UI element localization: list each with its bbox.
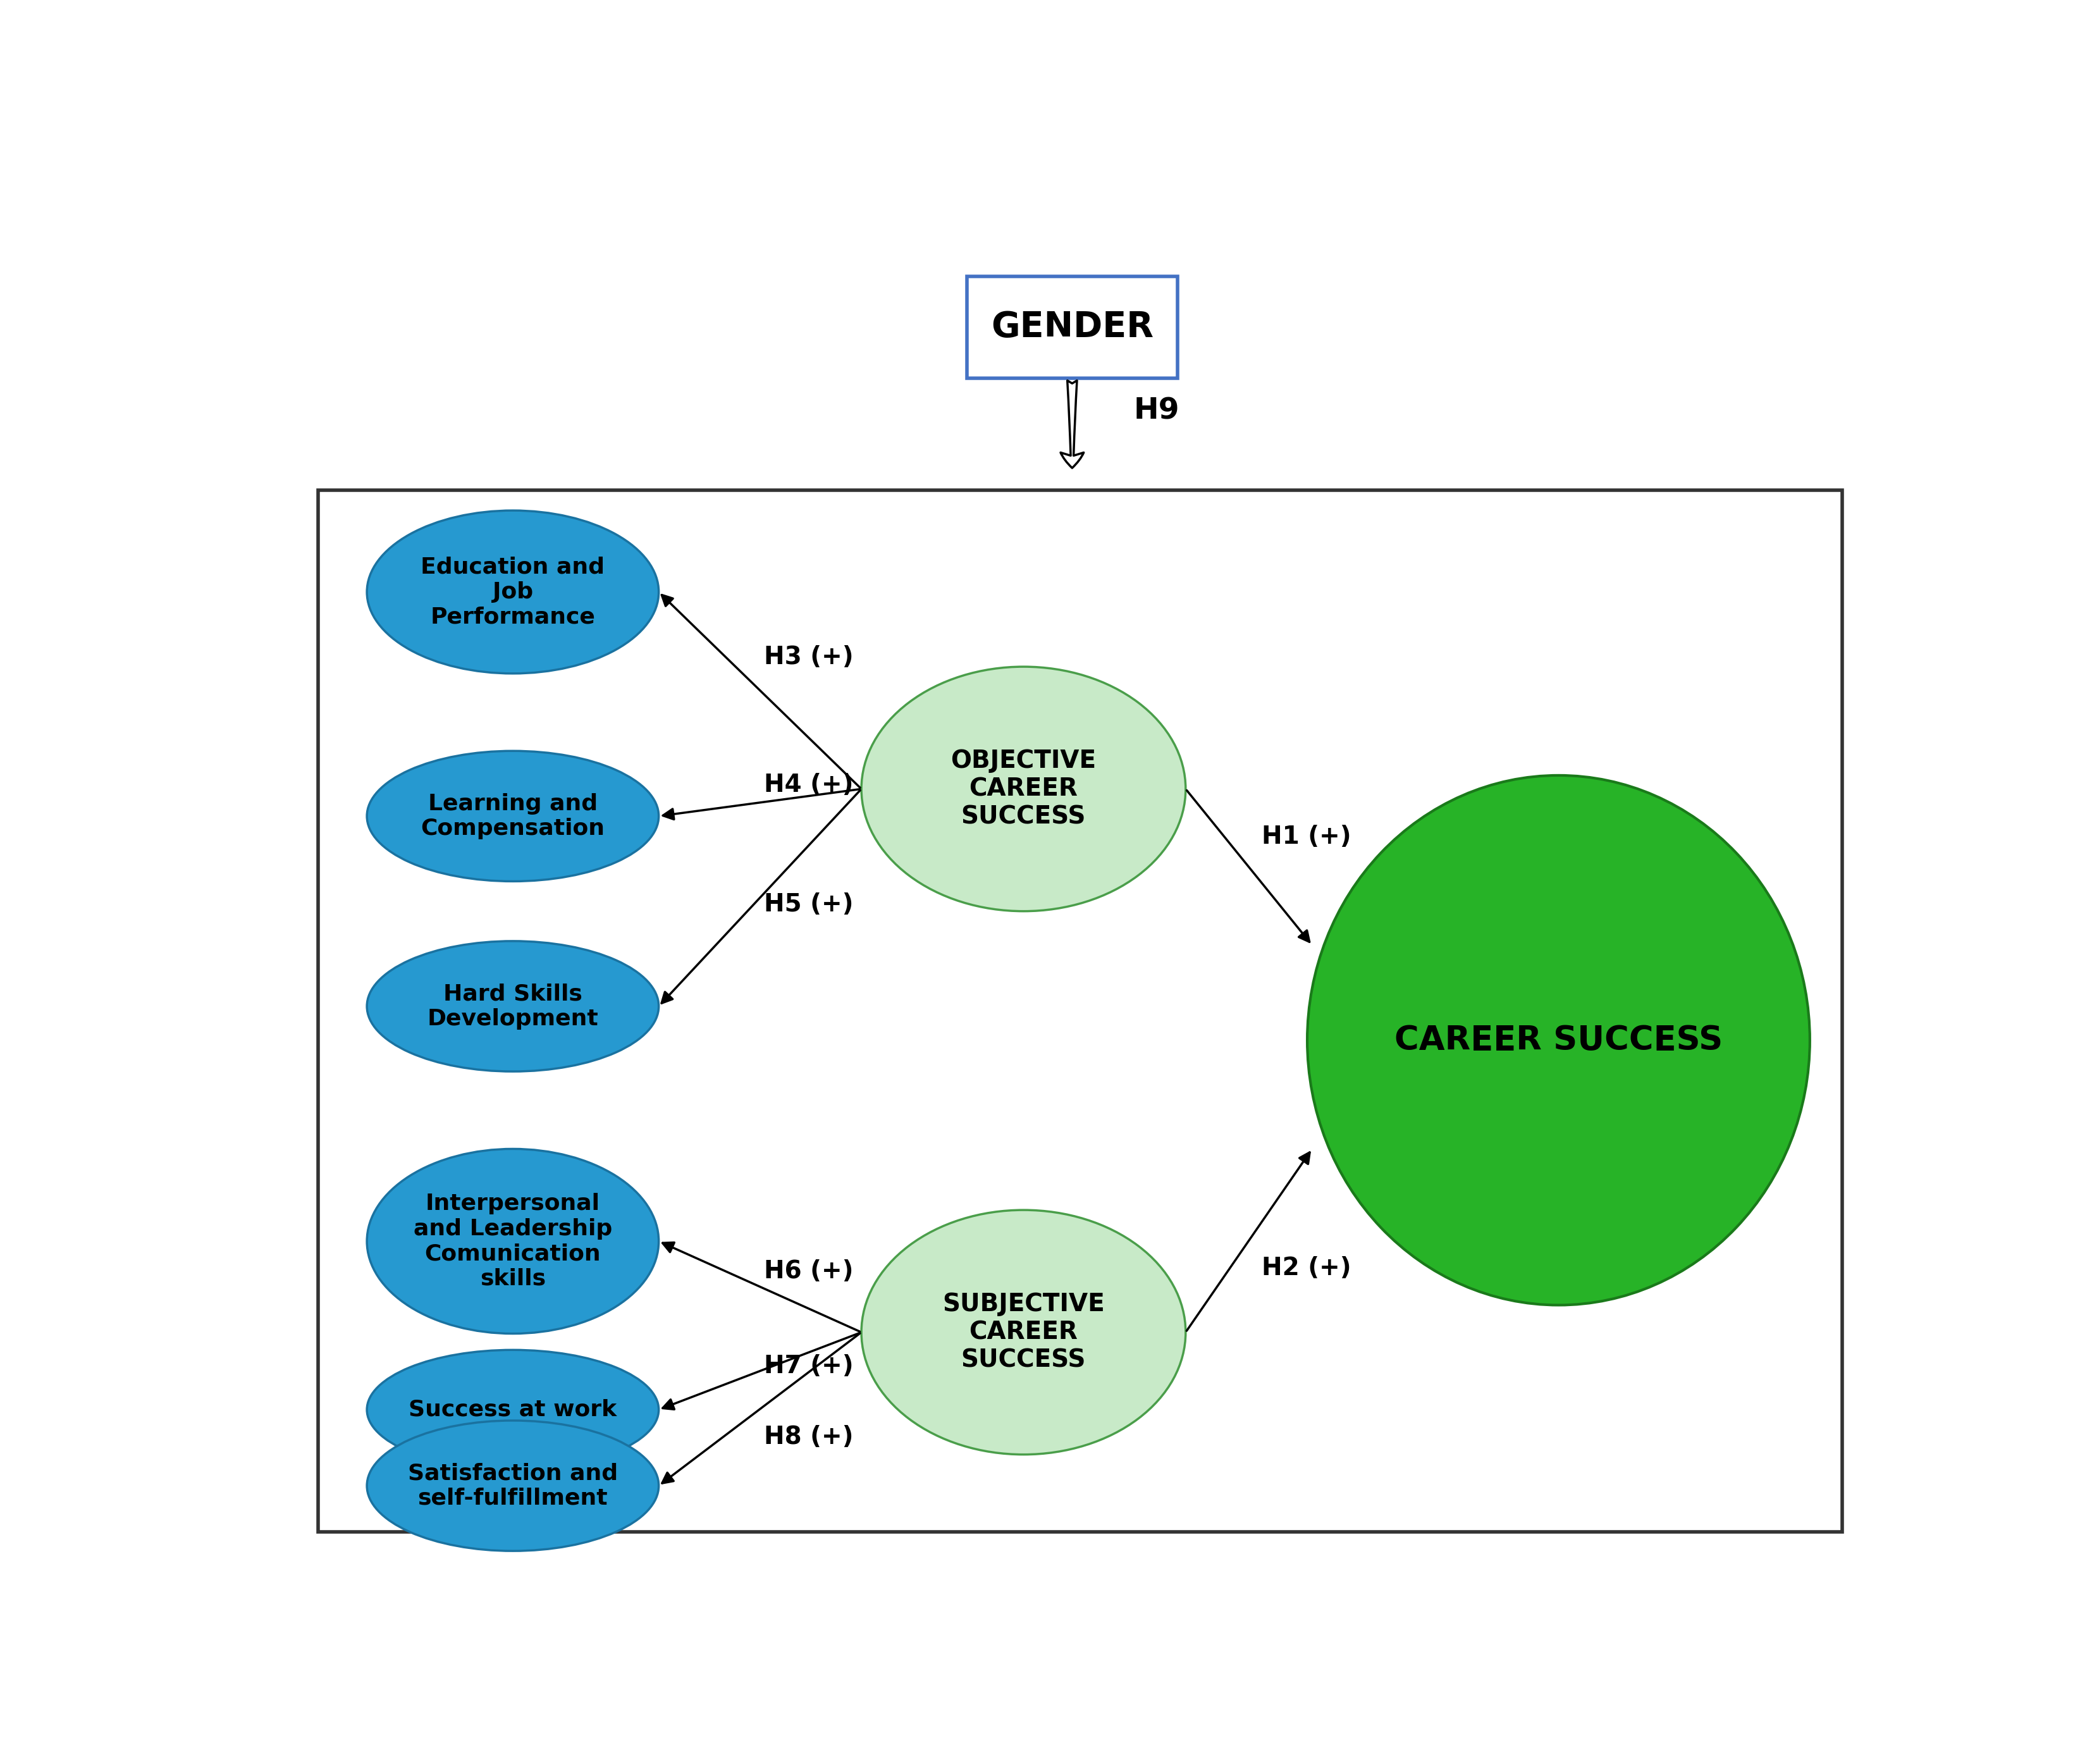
Text: CAREER SUCCESS: CAREER SUCCESS	[1395, 1023, 1722, 1057]
FancyBboxPatch shape	[318, 490, 1843, 1531]
Ellipse shape	[366, 1349, 659, 1469]
Text: Interpersonal
and Leadership
Comunication
skills: Interpersonal and Leadership Comunicatio…	[414, 1192, 613, 1289]
Text: Learning and
Compensation: Learning and Compensation	[420, 792, 605, 840]
Text: H6 (+): H6 (+)	[764, 1259, 854, 1282]
Text: H8 (+): H8 (+)	[764, 1425, 854, 1448]
Text: H3 (+): H3 (+)	[764, 646, 854, 669]
Text: H9: H9	[1134, 397, 1180, 425]
Text: H5 (+): H5 (+)	[764, 893, 854, 917]
Ellipse shape	[366, 510, 659, 674]
Text: OBJECTIVE
CAREER
SUCCESS: OBJECTIVE CAREER SUCCESS	[950, 750, 1096, 829]
Text: Success at work: Success at work	[408, 1399, 617, 1420]
Text: Hard Skills
Development: Hard Skills Development	[427, 983, 598, 1030]
Text: H1 (+): H1 (+)	[1261, 824, 1351, 848]
Text: H7 (+): H7 (+)	[764, 1355, 854, 1378]
Text: GENDER: GENDER	[992, 310, 1153, 344]
Text: Satisfaction and
self-fulfillment: Satisfaction and self-fulfillment	[408, 1462, 617, 1508]
Text: H2 (+): H2 (+)	[1261, 1256, 1351, 1281]
Text: H4 (+): H4 (+)	[764, 773, 854, 797]
Ellipse shape	[366, 1148, 659, 1334]
Text: SUBJECTIVE
CAREER
SUCCESS: SUBJECTIVE CAREER SUCCESS	[941, 1293, 1105, 1372]
Ellipse shape	[862, 667, 1186, 912]
Ellipse shape	[366, 751, 659, 882]
Ellipse shape	[1308, 776, 1810, 1305]
Ellipse shape	[366, 1420, 659, 1551]
FancyBboxPatch shape	[967, 277, 1178, 377]
Text: Education and
Job
Performance: Education and Job Performance	[420, 556, 605, 628]
Ellipse shape	[366, 940, 659, 1071]
Ellipse shape	[862, 1210, 1186, 1455]
